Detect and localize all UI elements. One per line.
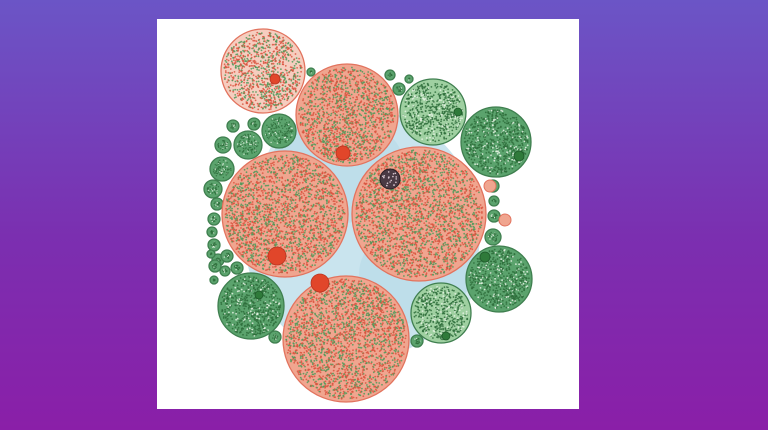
small-green-node[interactable] — [484, 228, 502, 246]
small-red-node[interactable] — [498, 213, 512, 227]
selected-node[interactable] — [379, 168, 401, 190]
small-green-node[interactable] — [268, 330, 282, 344]
small-green-node[interactable] — [392, 82, 406, 96]
small-green-node[interactable] — [404, 74, 414, 84]
small-green-node[interactable] — [208, 259, 222, 273]
small-red-node[interactable] — [483, 179, 497, 193]
small-green-node[interactable] — [230, 261, 244, 275]
cluster-marker — [269, 73, 281, 85]
small-green-node[interactable] — [203, 179, 223, 199]
small-green-node[interactable] — [410, 334, 424, 348]
small-green-node[interactable] — [487, 209, 501, 223]
small-green-node[interactable] — [207, 212, 221, 226]
cluster-marker — [453, 107, 463, 117]
small-green-node[interactable] — [247, 117, 261, 131]
small-green-node[interactable] — [210, 197, 224, 211]
green-cluster[interactable] — [410, 282, 472, 344]
red-cluster[interactable] — [221, 150, 349, 278]
red-cluster[interactable] — [351, 146, 487, 282]
green-cluster[interactable] — [217, 272, 285, 340]
small-green-node[interactable] — [384, 69, 396, 81]
red-cluster[interactable] — [282, 273, 410, 403]
small-green-node[interactable] — [209, 156, 235, 182]
green-cluster[interactable] — [460, 106, 532, 178]
small-green-node[interactable] — [219, 265, 231, 277]
small-green-node[interactable] — [261, 113, 297, 149]
small-green-node[interactable] — [209, 275, 219, 285]
cluster-marker — [513, 150, 525, 162]
cluster-marker — [335, 145, 351, 161]
red-cluster[interactable] — [220, 28, 306, 114]
small-green-node[interactable] — [214, 136, 232, 154]
cluster-marker — [254, 290, 264, 300]
small-green-node[interactable] — [233, 130, 263, 160]
small-green-node[interactable] — [488, 195, 500, 207]
green-cluster[interactable] — [465, 245, 533, 313]
red-cluster[interactable] — [295, 63, 399, 167]
circle-packing-diagram[interactable] — [157, 19, 579, 409]
cluster-marker — [479, 251, 491, 263]
green-cluster[interactable] — [399, 78, 467, 146]
small-green-node[interactable] — [220, 249, 234, 263]
small-green-node[interactable] — [206, 226, 218, 238]
cluster-marker — [267, 246, 287, 266]
cluster-marker — [441, 331, 451, 341]
presentation-slide — [157, 19, 579, 409]
small-green-node[interactable] — [206, 249, 216, 259]
small-green-node[interactable] — [207, 238, 221, 252]
cluster-marker — [310, 273, 330, 293]
small-green-node[interactable] — [306, 67, 316, 77]
small-green-node[interactable] — [226, 119, 240, 133]
